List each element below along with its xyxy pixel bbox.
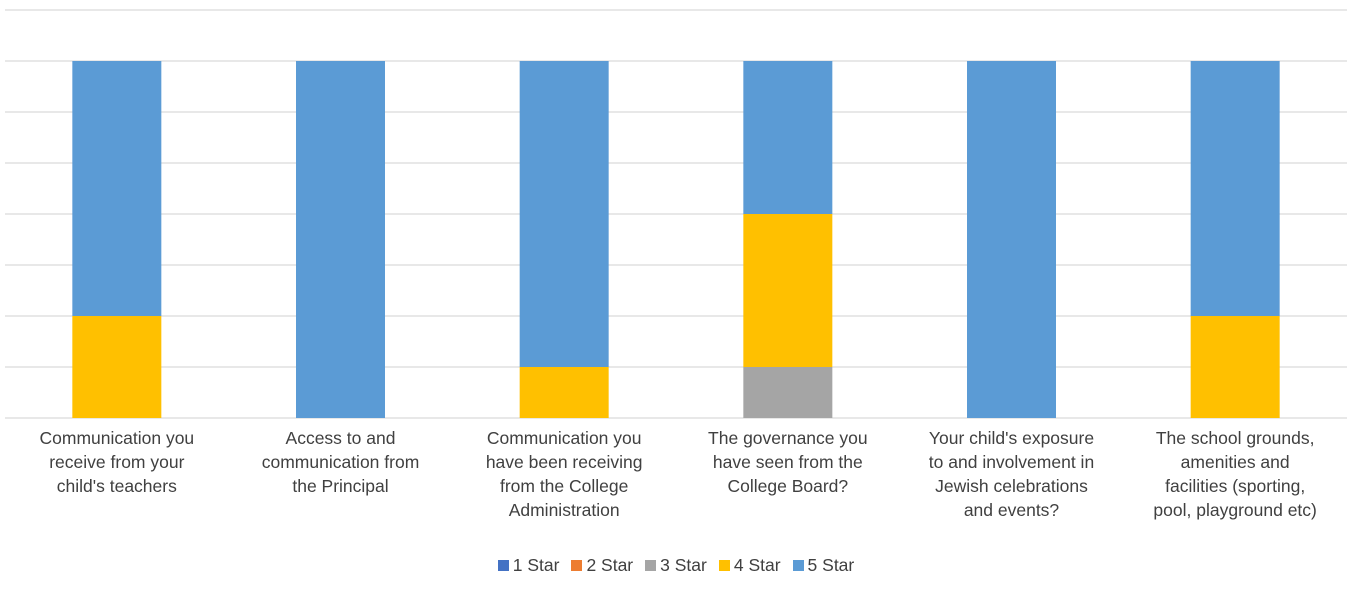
category-label-line: amenities and [1180,452,1290,472]
category-label-line: Communication you [486,428,642,448]
stacked-bar-chart [5,9,1347,419]
legend-item: 1 Star [497,555,560,576]
category-label-line: child's teachers [56,476,177,496]
legend-label: 3 Star [660,555,707,575]
bar-segment-4-star [72,316,162,418]
category-label: The school grounds, amenities and faciliti… [1125,426,1345,522]
legend-label: 2 Star [586,555,634,575]
category-label: The governance you have seen from the Coll… [678,426,898,498]
legend-swatch [718,560,730,571]
category-label: Communication you have been receiving from… [454,426,674,522]
bar-segment-4-star [1190,316,1280,418]
legend-swatch [645,560,657,571]
category-label-line: Administration [508,500,620,520]
category-label-line: Communication you [39,428,195,448]
legend-item: 2 Star [571,555,633,576]
category-label-line: Your child's exposure [928,428,1095,448]
bar-segment-4-star [743,214,833,367]
bar-segment-3-star [743,367,833,418]
category-label-line: The school grounds, [1155,428,1315,448]
category-label: Access to and communication from the Princ… [231,426,451,498]
bar-segment-5-star [967,61,1056,418]
bar-segment-5-star [296,61,385,418]
legend-swatch [497,560,509,571]
category-label-line: receive from your [49,452,185,472]
category-label-line: The governance you [708,428,868,448]
bars [72,61,1280,418]
bar-segment-5-star [519,61,609,367]
legend-item: 4 Star [718,555,781,576]
category-label-line: the Principal [292,476,389,496]
category-label-line: from the College [499,476,629,496]
bar-segment-5-star [743,61,833,214]
category-label-line: to and involvement in [928,452,1095,472]
legend-swatch [792,560,804,571]
legend-item: 5 Star [792,555,855,576]
category-label-line: Access to and [285,428,396,448]
bar-segment-5-star [1190,61,1280,316]
legend-label: 4 Star [733,555,781,575]
category-label-line: have seen from the [712,452,863,472]
category-label-line: College Board? [727,476,849,496]
category-label-line: have been receiving [485,452,643,472]
legend-label: 1 Star [512,555,560,575]
category-label-line: pool, playground etc) [1153,500,1317,520]
category-label-line: and events? [963,500,1060,520]
category-label-line: facilities (sporting, [1165,476,1306,496]
legend: 1 Star 2 Star 3 Star 4 Star 5 Star [0,555,1352,576]
legend-item: 3 Star [645,555,707,576]
gridlines [5,9,1347,419]
bar-segment-4-star [519,367,609,418]
category-label: Your child's exposure to and involvement … [902,426,1122,522]
category-label-line: communication from [261,452,420,472]
category-label: Communication you receive from your child'… [7,426,227,498]
bar-segment-5-star [72,61,162,316]
legend-label: 5 Star [807,555,855,575]
legend-swatch [571,560,583,571]
category-label-line: Jewish celebrations [935,476,1088,496]
